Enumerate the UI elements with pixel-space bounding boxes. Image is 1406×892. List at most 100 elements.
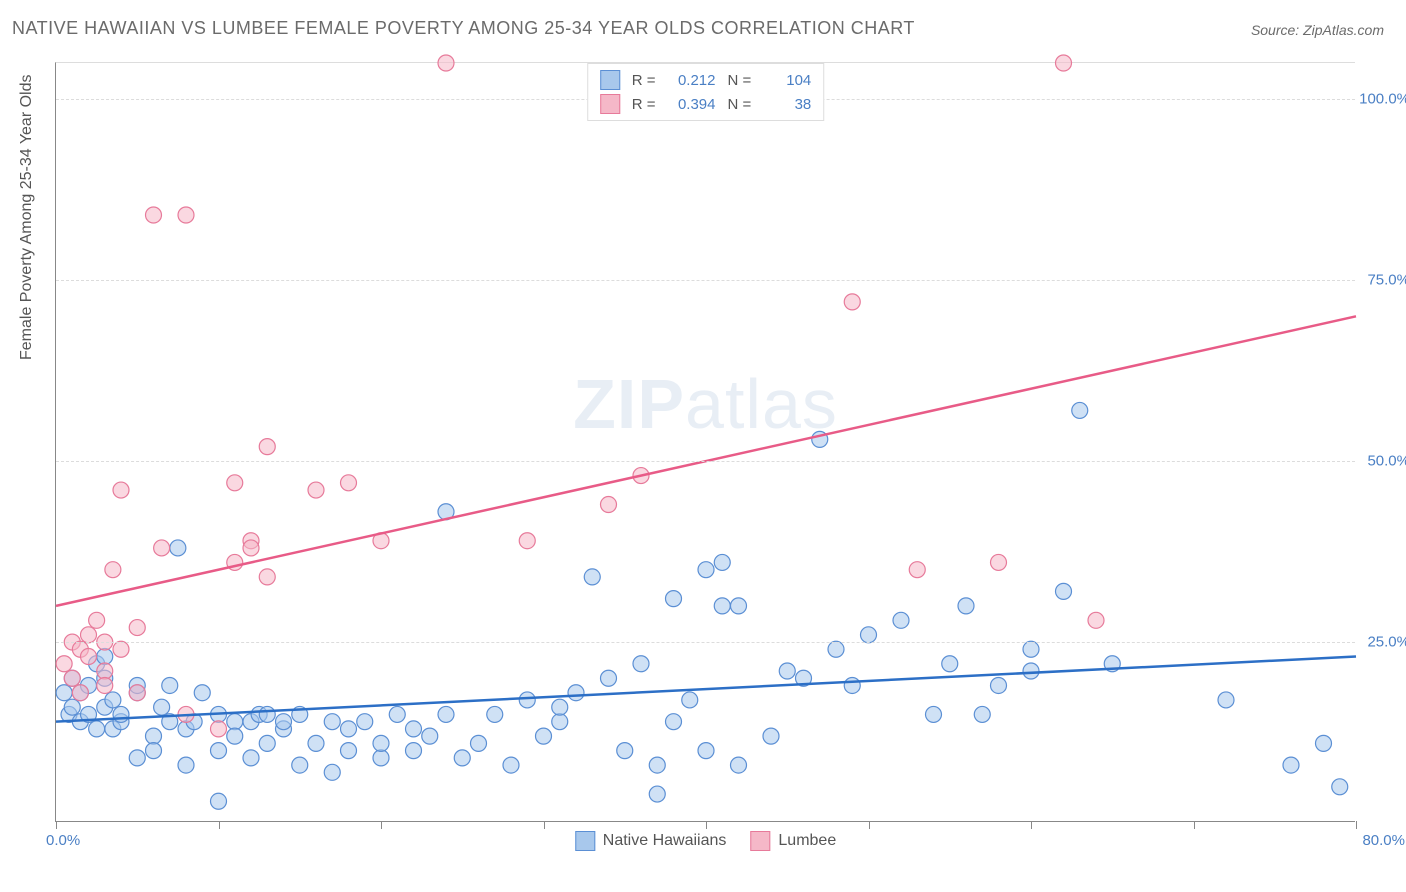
- data-point: [666, 591, 682, 607]
- data-point: [146, 728, 162, 744]
- data-point: [341, 475, 357, 491]
- legend-swatch: [575, 831, 595, 851]
- legend-swatch: [600, 70, 620, 90]
- data-point: [129, 685, 145, 701]
- data-point: [926, 706, 942, 722]
- data-point: [731, 757, 747, 773]
- x-tick: [1194, 821, 1195, 829]
- legend-row: R =0.212N =104: [600, 68, 812, 92]
- data-point: [601, 670, 617, 686]
- data-point: [243, 750, 259, 766]
- data-point: [211, 721, 227, 737]
- x-tick: [56, 821, 57, 829]
- n-value: 104: [763, 72, 811, 89]
- data-point: [113, 641, 129, 657]
- chart-source: Source: ZipAtlas.com: [1251, 22, 1384, 38]
- gridline: [56, 280, 1355, 281]
- data-point: [64, 670, 80, 686]
- y-tick-label: 100.0%: [1359, 91, 1406, 108]
- data-point: [1023, 663, 1039, 679]
- data-point: [292, 757, 308, 773]
- data-point: [146, 207, 162, 223]
- data-point: [56, 685, 72, 701]
- data-point: [129, 750, 145, 766]
- data-point: [958, 598, 974, 614]
- legend-item: Lumbee: [750, 831, 836, 851]
- data-point: [568, 685, 584, 701]
- data-point: [601, 497, 617, 513]
- data-point: [1316, 735, 1332, 751]
- r-value: 0.394: [668, 96, 716, 113]
- data-point: [779, 663, 795, 679]
- x-tick: [544, 821, 545, 829]
- data-point: [649, 757, 665, 773]
- data-point: [454, 750, 470, 766]
- data-point: [552, 699, 568, 715]
- data-point: [1283, 757, 1299, 773]
- chart-container: NATIVE HAWAIIAN VS LUMBEE FEMALE POVERTY…: [0, 0, 1406, 892]
- data-point: [113, 482, 129, 498]
- data-point: [357, 714, 373, 730]
- data-point: [211, 793, 227, 809]
- y-axis-label: Female Poverty Among 25-34 Year Olds: [18, 75, 36, 361]
- y-tick-label: 50.0%: [1367, 453, 1406, 470]
- n-label: N =: [728, 72, 752, 89]
- data-point: [373, 750, 389, 766]
- legend-swatch: [600, 94, 620, 114]
- data-point: [519, 533, 535, 549]
- data-point: [942, 656, 958, 672]
- data-point: [154, 699, 170, 715]
- data-point: [406, 721, 422, 737]
- data-point: [324, 714, 340, 730]
- data-point: [861, 627, 877, 643]
- x-axis-max-label: 80.0%: [1362, 832, 1405, 849]
- data-point: [154, 540, 170, 556]
- data-point: [178, 757, 194, 773]
- data-point: [81, 649, 97, 665]
- data-point: [1088, 612, 1104, 628]
- data-point: [56, 656, 72, 672]
- data-point: [227, 714, 243, 730]
- data-point: [308, 482, 324, 498]
- chart-svg: [56, 63, 1355, 821]
- data-point: [828, 641, 844, 657]
- data-point: [1056, 55, 1072, 71]
- n-value: 38: [763, 96, 811, 113]
- data-point: [649, 786, 665, 802]
- gridline: [56, 461, 1355, 462]
- x-tick: [219, 821, 220, 829]
- data-point: [438, 706, 454, 722]
- data-point: [373, 735, 389, 751]
- data-point: [308, 735, 324, 751]
- data-point: [1023, 641, 1039, 657]
- data-point: [227, 728, 243, 744]
- data-point: [113, 706, 129, 722]
- data-point: [227, 475, 243, 491]
- data-point: [89, 612, 105, 628]
- legend-label: Native Hawaiians: [603, 832, 727, 850]
- data-point: [162, 677, 178, 693]
- data-point: [698, 562, 714, 578]
- data-point: [129, 620, 145, 636]
- data-point: [406, 743, 422, 759]
- data-point: [341, 721, 357, 737]
- data-point: [97, 677, 113, 693]
- correlation-legend: R =0.212N =104R =0.394N =38: [587, 63, 825, 121]
- data-point: [633, 656, 649, 672]
- data-point: [1072, 402, 1088, 418]
- data-point: [276, 714, 292, 730]
- data-point: [682, 692, 698, 708]
- x-tick: [706, 821, 707, 829]
- data-point: [146, 743, 162, 759]
- chart-title: NATIVE HAWAIIAN VS LUMBEE FEMALE POVERTY…: [12, 18, 915, 39]
- x-axis-min-label: 0.0%: [46, 832, 80, 849]
- data-point: [194, 685, 210, 701]
- data-point: [211, 743, 227, 759]
- data-point: [714, 598, 730, 614]
- data-point: [389, 706, 405, 722]
- y-tick-label: 25.0%: [1367, 634, 1406, 651]
- data-point: [503, 757, 519, 773]
- data-point: [536, 728, 552, 744]
- data-point: [698, 743, 714, 759]
- r-label: R =: [632, 96, 656, 113]
